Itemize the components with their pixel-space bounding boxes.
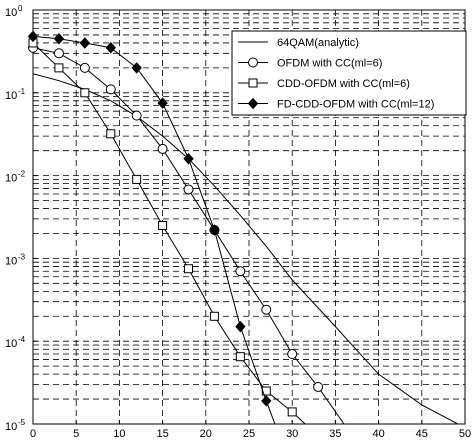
series-line	[33, 73, 459, 424]
data-point-circle	[248, 57, 258, 68]
legend-label: 64QAM(analytic)	[277, 37, 359, 49]
y-tick-label: 10 -4	[5, 335, 26, 350]
legend-entry: FD-CDD-OFDM with CC(ml=12)	[238, 97, 434, 111]
y-tick-label: 10 -3	[5, 252, 26, 267]
data-point-circle	[105, 84, 116, 95]
data-point-diamond	[247, 97, 259, 110]
data-point-diamond	[157, 97, 168, 109]
data-point-square	[80, 88, 90, 98]
data-point-circle	[131, 110, 142, 121]
data-point-circle	[157, 143, 168, 154]
x-tick-label: 20	[200, 428, 212, 440]
data-point-diamond	[209, 224, 220, 236]
y-tick-exponent: -5	[18, 418, 26, 427]
data-point-diamond	[261, 395, 272, 407]
x-tick-label: 25	[243, 428, 255, 440]
y-tick-base: 10	[5, 255, 17, 267]
data-point-square	[184, 264, 194, 274]
data-point-square	[248, 78, 258, 88]
y-tick-label: 10 -5	[5, 418, 26, 433]
data-point-square	[235, 352, 245, 362]
y-tick-exponent: -3	[18, 252, 26, 261]
legend-box	[231, 30, 467, 116]
data-point-diamond	[105, 42, 116, 54]
data-point-circle	[53, 48, 64, 59]
y-tick-base: 10	[5, 7, 17, 19]
y-tick-exponent: -1	[18, 87, 26, 96]
x-tick-label: 5	[73, 428, 79, 440]
data-point-circle	[235, 266, 246, 277]
series-1	[28, 42, 345, 424]
y-tick-label: 10 -2	[5, 170, 26, 185]
data-point-diamond	[235, 320, 246, 333]
series-0	[33, 73, 459, 424]
data-point-square	[132, 174, 142, 184]
data-point-square	[158, 220, 168, 230]
x-tick-label: 35	[329, 428, 341, 440]
y-tick-exponent: 0	[18, 4, 23, 13]
series-2	[28, 38, 306, 424]
legend-entry: 64QAM(analytic)	[238, 37, 359, 49]
y-tick-base: 10	[5, 173, 17, 185]
y-tick-label: 10 0	[5, 4, 23, 19]
y-tick-label: 10 -1	[5, 87, 26, 102]
data-point-diamond	[131, 62, 142, 74]
data-point-circle	[79, 62, 90, 73]
legend-label: FD-CDD-OFDM with CC(ml=12)	[277, 99, 434, 111]
data-point-diamond	[79, 37, 91, 49]
data-point-circle	[313, 381, 324, 392]
data-point-circle	[261, 304, 272, 315]
y-tick-base: 10	[5, 90, 17, 102]
data-point-square	[261, 386, 271, 396]
x-tick-label: 45	[416, 428, 428, 440]
data-point-square	[54, 63, 64, 73]
x-tick-label: 15	[156, 428, 168, 440]
data-point-diamond	[27, 30, 39, 43]
data-point-circle	[287, 349, 298, 360]
data-point-square	[106, 129, 116, 139]
legend-label: CDD-OFDM with CC(ml=6)	[277, 78, 410, 90]
data-point-diamond	[183, 152, 194, 165]
y-tick-exponent: -4	[18, 335, 26, 344]
legend: 64QAM(analytic) OFDM with CC(ml=6) CDD-OFD…	[231, 30, 467, 116]
x-tick-label: 0	[30, 428, 36, 440]
series-3	[27, 30, 276, 424]
data-point-square	[287, 407, 297, 417]
y-tick-base: 10	[5, 338, 17, 350]
data-point-circle	[183, 184, 194, 195]
x-tick-label: 10	[113, 428, 125, 440]
x-tick-label: 40	[372, 428, 384, 440]
y-tick-exponent: -2	[18, 170, 26, 179]
x-tick-label: 50	[459, 428, 471, 440]
legend-entry: CDD-OFDM with CC(ml=6)	[238, 78, 410, 90]
legend-entry: OFDM with CC(ml=6)	[238, 57, 382, 70]
data-point-square	[209, 311, 219, 321]
data-point-diamond	[53, 32, 65, 45]
y-tick-base: 10	[5, 421, 17, 433]
x-tick-label: 30	[286, 428, 298, 440]
legend-label: OFDM with CC(ml=6)	[277, 58, 382, 70]
series-layer	[27, 30, 459, 424]
